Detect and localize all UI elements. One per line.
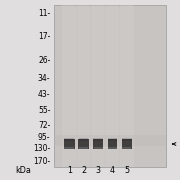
Bar <box>93 139 103 149</box>
Bar <box>94 147 103 149</box>
Text: 72-: 72- <box>38 121 50 130</box>
Bar <box>64 138 74 141</box>
Text: 34-: 34- <box>38 74 50 83</box>
Bar <box>54 135 166 146</box>
Bar <box>122 139 132 149</box>
Text: 95-: 95- <box>38 133 50 142</box>
Text: 11-: 11- <box>38 9 50 18</box>
Bar <box>62 4 76 166</box>
Text: 55-: 55- <box>38 106 50 115</box>
Bar <box>64 147 74 149</box>
Text: 43-: 43- <box>38 90 50 99</box>
Bar <box>91 4 105 166</box>
Text: kDa: kDa <box>15 166 31 175</box>
Text: 5: 5 <box>124 166 129 175</box>
Bar <box>54 4 166 166</box>
Text: 170-: 170- <box>33 157 50 166</box>
Text: 1: 1 <box>67 166 72 175</box>
Bar <box>93 138 103 141</box>
Bar <box>120 4 134 166</box>
Text: 4: 4 <box>110 166 115 175</box>
Bar <box>108 147 117 149</box>
Bar <box>122 138 132 141</box>
Bar <box>108 138 117 141</box>
Text: 2: 2 <box>81 166 86 175</box>
Bar <box>108 139 118 149</box>
Bar <box>79 138 88 141</box>
Text: 130-: 130- <box>33 144 50 153</box>
Bar <box>78 139 89 149</box>
Text: 26-: 26- <box>38 56 50 65</box>
Bar <box>79 147 88 149</box>
Bar <box>77 4 90 166</box>
Text: 3: 3 <box>96 166 101 175</box>
Text: 17-: 17- <box>38 32 50 41</box>
Bar <box>64 139 75 149</box>
Bar <box>106 4 119 166</box>
Bar <box>122 147 131 149</box>
